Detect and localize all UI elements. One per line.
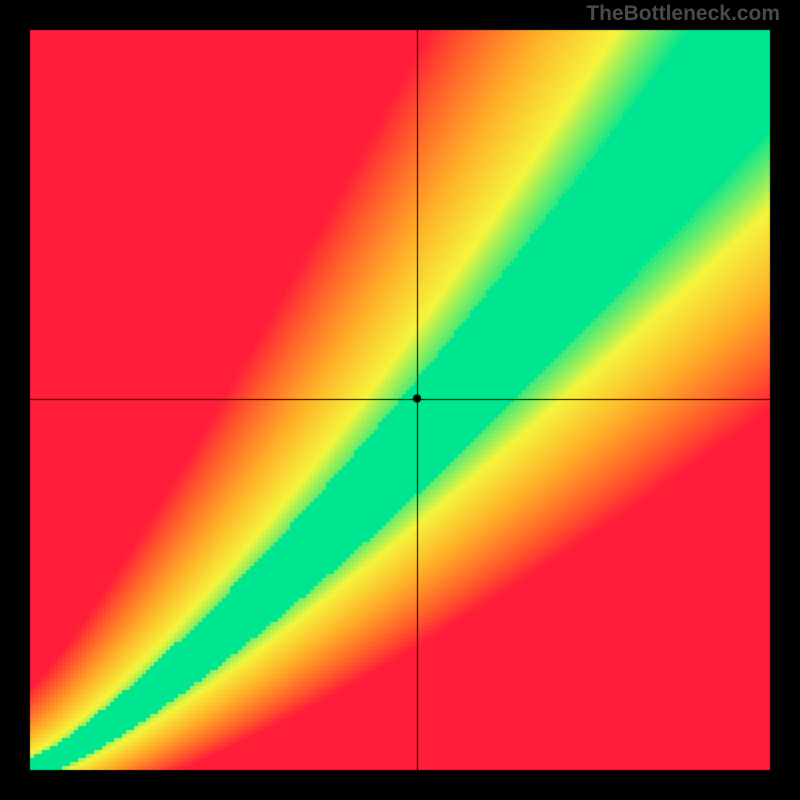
watermark-text: TheBottleneck.com [586, 2, 780, 26]
bottleneck-heatmap [0, 0, 800, 800]
chart-container: TheBottleneck.com [0, 0, 800, 800]
